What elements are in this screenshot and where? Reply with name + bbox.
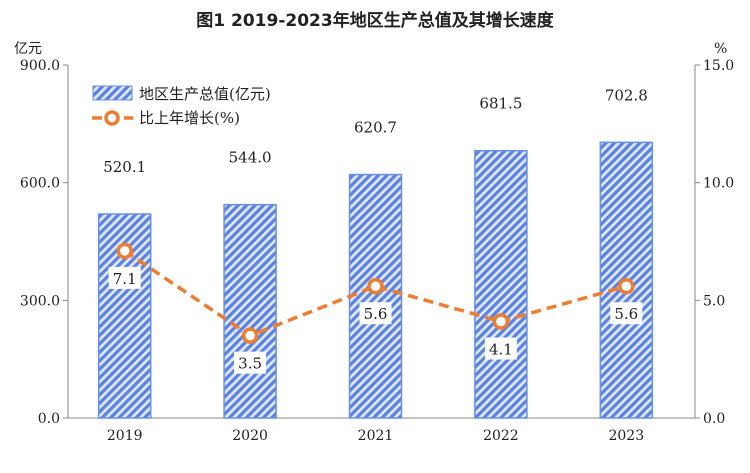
line-label-background xyxy=(610,302,643,325)
line-label-background xyxy=(108,266,141,289)
line-data-label: 5.6 xyxy=(364,305,388,323)
line-data-label: 4.1 xyxy=(489,341,513,359)
line-marker xyxy=(241,327,259,344)
x-tick-label: 2021 xyxy=(358,428,394,444)
bar-data-label: 620.7 xyxy=(354,119,397,137)
right-tick-label: 5.0 xyxy=(703,293,725,309)
bar-2020 xyxy=(223,203,277,419)
line-marker xyxy=(618,277,635,295)
x-tick-label: 2020 xyxy=(232,428,268,444)
chart-title: 图1 2019-2023年地区生产总值及其增长速度 xyxy=(196,10,554,31)
left-tick-label: 0.0 xyxy=(38,411,60,427)
left-axis-unit: 亿元 xyxy=(14,41,42,57)
x-tick-label: 2022 xyxy=(483,428,519,444)
left-tick-label: 300.0 xyxy=(20,293,60,309)
bar-data-label: 544.0 xyxy=(229,149,272,167)
right-tick-label: 15.0 xyxy=(703,58,734,74)
growth-line xyxy=(123,249,627,338)
line-label-background xyxy=(359,302,392,325)
right-axis-unit: % xyxy=(714,41,727,57)
x-tick-label: 2023 xyxy=(608,428,644,444)
line-marker xyxy=(116,242,133,260)
right-tick-label: 10.0 xyxy=(703,176,734,192)
bar-2021 xyxy=(348,173,403,419)
bar-data-label: 681.5 xyxy=(479,95,522,113)
line-marker xyxy=(492,313,510,330)
line-label-background xyxy=(234,351,267,374)
legend-line-marker xyxy=(104,110,120,126)
bar-data-label: 702.8 xyxy=(605,86,648,104)
legend-bar-label: 地区生产总值(亿元) xyxy=(139,85,271,103)
line-marker xyxy=(367,277,384,295)
legend-line-label: 比上年增长(%) xyxy=(139,109,240,127)
right-tick-label: 0.0 xyxy=(703,411,725,427)
legend-bar-swatch xyxy=(92,85,133,101)
bar-data-label: 520.1 xyxy=(103,158,146,176)
bar-2022 xyxy=(474,149,528,419)
left-tick-label: 900.0 xyxy=(20,58,60,74)
line-data-label: 3.5 xyxy=(238,355,262,373)
line-data-label: 5.6 xyxy=(614,305,638,323)
line-label-background xyxy=(484,337,517,360)
line-data-label: 7.1 xyxy=(113,270,137,288)
x-tick-label: 2019 xyxy=(107,428,143,444)
left-tick-label: 600.0 xyxy=(20,176,60,192)
